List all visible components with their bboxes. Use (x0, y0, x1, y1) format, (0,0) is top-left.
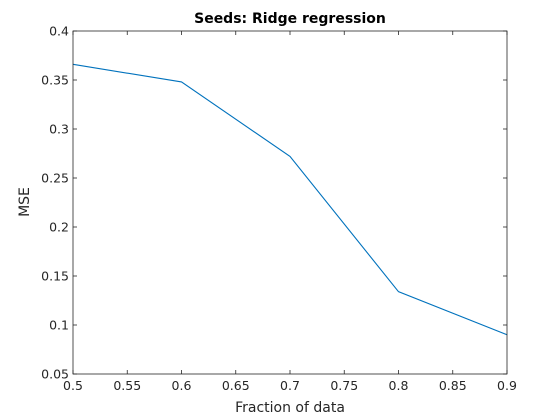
x-tick-label: 0.5 (63, 378, 83, 393)
y-tick-label: 0.15 (41, 269, 69, 284)
y-tick-label: 0.05 (41, 367, 69, 382)
x-axis: 0.5 0.55 0.6 0.65 0.7 0.75 0.8 0.85 0.9 (63, 31, 517, 393)
data-point (180, 80, 183, 83)
plot-area (73, 31, 507, 374)
chart-title: Seeds: Ridge regression (194, 11, 386, 27)
x-tick-label: 0.8 (389, 378, 409, 393)
x-tick-label: 0.75 (330, 378, 358, 393)
x-tick-label: 0.7 (280, 378, 300, 393)
x-tick-label: 0.85 (439, 378, 467, 393)
y-tick-label: 0.35 (41, 73, 69, 88)
x-axis-label: Fraction of data (235, 400, 345, 416)
x-tick-label: 0.9 (497, 378, 517, 393)
x-tick-label: 0.6 (172, 378, 192, 393)
x-tick-label: 0.65 (222, 378, 250, 393)
y-tick-label: 0.3 (49, 122, 69, 137)
series-layer (72, 63, 508, 336)
series-line (72, 63, 508, 336)
y-tick-label: 0.2 (49, 220, 69, 235)
y-tick-label: 0.4 (49, 24, 69, 39)
data-point (289, 155, 292, 158)
data-point (397, 290, 400, 293)
y-axis: 0.05 0.1 0.15 0.2 0.25 0.3 0.35 0.4 (41, 24, 507, 382)
y-tick-label: 0.25 (41, 171, 69, 186)
x-tick-label: 0.55 (113, 378, 141, 393)
y-tick-label: 0.1 (49, 318, 69, 333)
y-axis-label: MSE (17, 187, 33, 217)
